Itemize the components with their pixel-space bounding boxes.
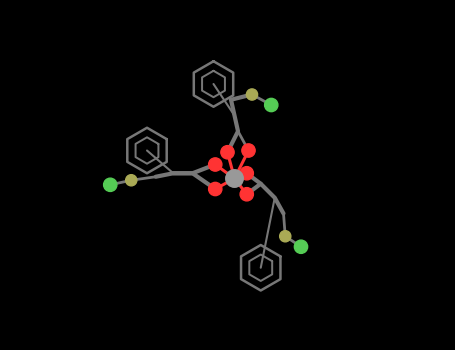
Circle shape [294, 240, 308, 253]
Circle shape [208, 182, 222, 196]
Circle shape [240, 188, 253, 201]
Circle shape [240, 167, 253, 180]
Circle shape [104, 178, 117, 191]
Circle shape [242, 144, 255, 157]
Circle shape [126, 175, 137, 186]
Circle shape [265, 98, 278, 112]
Circle shape [226, 170, 243, 187]
Circle shape [221, 146, 234, 159]
Circle shape [208, 158, 222, 171]
Circle shape [280, 231, 291, 242]
Circle shape [247, 89, 258, 100]
